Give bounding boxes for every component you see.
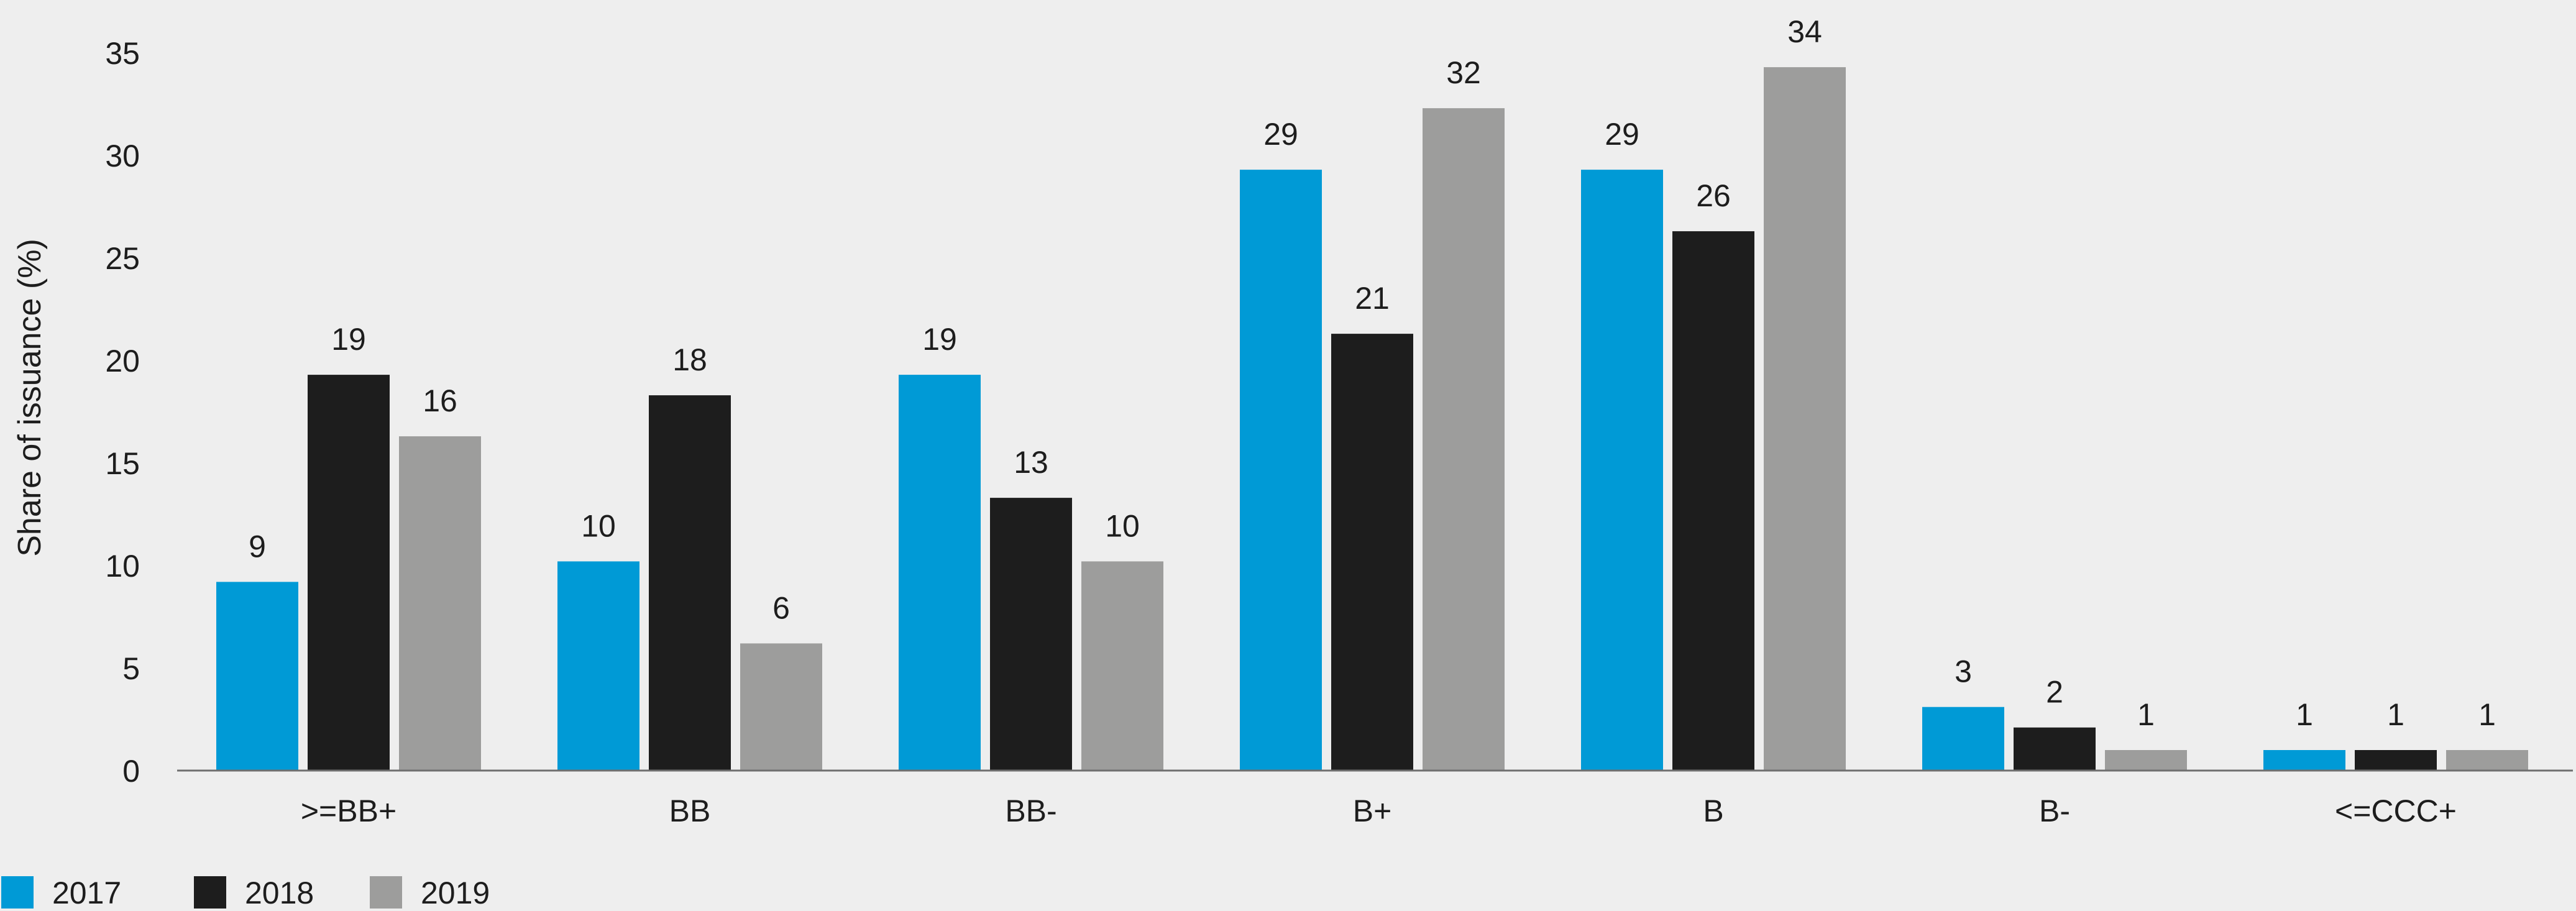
bar-2017-0	[216, 582, 298, 771]
y-tick-label: 35	[105, 36, 140, 71]
y-axis-title-group: Share of issuance (%)	[12, 239, 48, 557]
x-axis-category-labels: >=BB+ BB BB- B+ B B- <=CCC+	[301, 794, 2457, 828]
x-category-label: BB	[669, 794, 711, 828]
data-label: 1	[2296, 697, 2313, 732]
data-label: 34	[1787, 14, 1822, 49]
data-label: 10	[581, 508, 616, 543]
y-tick-label: 30	[105, 139, 140, 173]
bar-2019-0	[399, 436, 481, 771]
data-label: 10	[1105, 508, 1140, 543]
x-category-label: B+	[1353, 794, 1392, 828]
data-label: 21	[1355, 281, 1390, 316]
data-label: 6	[772, 590, 790, 625]
data-label: 3	[1955, 654, 1972, 689]
y-tick-label: 15	[105, 446, 140, 481]
data-label: 1	[2478, 697, 2496, 732]
y-tick-label: 10	[105, 549, 140, 584]
data-label: 2	[2046, 675, 2063, 710]
x-category-label: <=CCC+	[2335, 794, 2457, 828]
x-category-label: B-	[2039, 794, 2070, 828]
bars-group	[216, 67, 2528, 771]
bar-2017-3	[1240, 170, 1322, 771]
bar-2019-1	[740, 643, 822, 771]
data-label: 19	[331, 322, 366, 357]
y-tick-label: 0	[122, 754, 140, 789]
data-label: 1	[2387, 697, 2404, 732]
y-axis-title: Share of issuance (%)	[12, 239, 48, 557]
bar-2017-5	[1922, 707, 2004, 771]
bar-2018-1	[649, 395, 731, 771]
bar-2018-6	[2355, 750, 2437, 771]
bar-2019-2	[1081, 561, 1163, 771]
bar-2017-2	[899, 375, 981, 771]
data-label: 26	[1696, 178, 1731, 213]
bar-2017-6	[2263, 750, 2345, 771]
y-tick-label: 25	[105, 241, 140, 276]
x-category-label: >=BB+	[301, 794, 396, 828]
data-label: 29	[1263, 117, 1298, 152]
y-tick-label: 5	[122, 651, 140, 686]
legend-label: 2018	[245, 876, 314, 910]
bar-2018-2	[990, 498, 1072, 771]
y-axis-ticks: 0 5 10 15 20 25 30 35	[105, 36, 140, 789]
legend-label: 2019	[421, 876, 490, 910]
data-label: 16	[423, 383, 457, 418]
legend-swatch-2019	[370, 876, 402, 909]
bar-2018-4	[1672, 231, 1754, 771]
legend-label: 2017	[52, 876, 121, 910]
y-tick-label: 20	[105, 344, 140, 378]
data-label: 32	[1446, 55, 1481, 90]
data-label: 19	[922, 322, 957, 357]
x-category-label: BB-	[1005, 794, 1057, 828]
bar-2018-0	[308, 375, 390, 771]
bar-2017-4	[1581, 170, 1663, 771]
data-label: 13	[1014, 445, 1048, 480]
data-label: 9	[249, 529, 266, 564]
legend: 2017 2018 2019	[1, 876, 490, 910]
bar-2019-3	[1423, 108, 1505, 771]
bar-2017-1	[557, 561, 639, 771]
legend-swatch-2017	[1, 876, 34, 909]
bar-2018-5	[2014, 727, 2096, 771]
x-category-label: B	[1703, 794, 1723, 828]
data-label: 1	[2137, 697, 2155, 732]
data-label: 18	[672, 342, 707, 377]
legend-swatch-2018	[194, 876, 226, 909]
bar-2018-3	[1331, 334, 1413, 771]
data-label: 29	[1605, 117, 1639, 152]
bar-2019-4	[1764, 67, 1846, 771]
bar-2019-6	[2446, 750, 2528, 771]
bar-2019-5	[2105, 750, 2187, 771]
